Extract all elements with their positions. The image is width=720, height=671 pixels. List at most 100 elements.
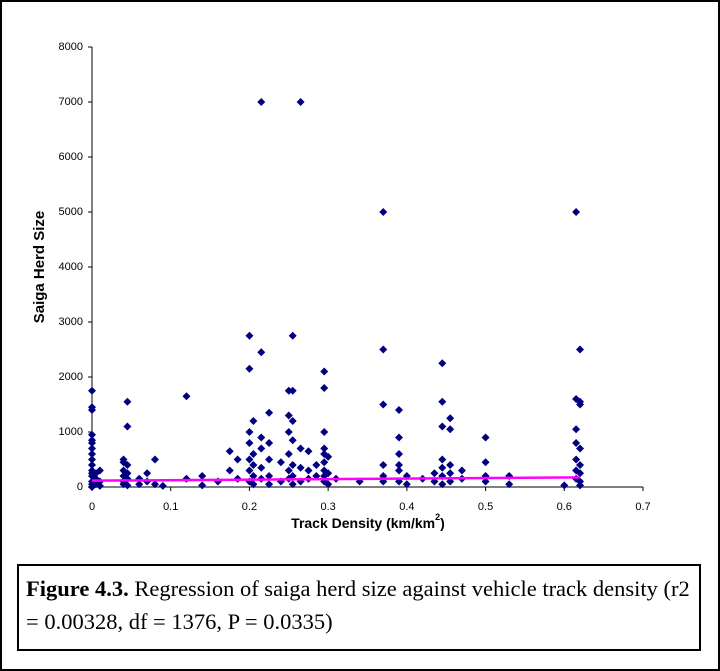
point (288, 472, 297, 480)
point (245, 428, 254, 436)
point (257, 463, 266, 472)
point (576, 400, 585, 409)
point (257, 348, 266, 357)
point (245, 466, 254, 475)
point (288, 386, 297, 395)
point (576, 461, 585, 469)
point (576, 481, 585, 490)
point (324, 469, 333, 478)
point (438, 480, 447, 489)
point (572, 439, 581, 447)
point (438, 359, 447, 368)
point (379, 208, 388, 216)
point (265, 439, 274, 447)
point (320, 444, 329, 453)
point (284, 450, 293, 458)
point (88, 461, 96, 469)
point (576, 469, 585, 478)
y-tick-label: 5000 (59, 206, 83, 218)
point (95, 466, 104, 475)
point (123, 469, 132, 478)
point (150, 480, 159, 489)
point (296, 98, 305, 106)
x-tick-label: 0 (89, 501, 95, 513)
point (296, 444, 305, 453)
point (288, 331, 297, 340)
point (379, 461, 388, 469)
point (257, 433, 266, 442)
point (394, 466, 403, 475)
point (296, 463, 305, 472)
point (225, 466, 234, 475)
x-tick-label: 0.1 (163, 501, 178, 513)
point (394, 406, 403, 414)
point (95, 481, 104, 490)
caption-text: Regression of saiga herd size against ve… (26, 576, 690, 634)
point (88, 455, 96, 464)
caption-box (17, 564, 701, 651)
point (257, 444, 266, 453)
point (257, 98, 266, 106)
point (394, 461, 403, 469)
point (304, 447, 313, 456)
point (430, 469, 439, 478)
point (576, 345, 585, 354)
point (572, 425, 581, 434)
x-axis-label-sup: 2 (435, 512, 440, 522)
point (150, 455, 159, 464)
point (88, 430, 96, 439)
point (198, 481, 207, 490)
point (446, 469, 455, 478)
point (505, 480, 514, 489)
point (249, 450, 258, 458)
point (320, 367, 329, 376)
point (324, 480, 333, 489)
point (284, 466, 293, 475)
x-tick-label: 0.5 (478, 501, 493, 513)
point (182, 392, 191, 401)
point (288, 417, 297, 425)
y-tick-label: 4000 (59, 261, 83, 273)
point (123, 422, 132, 431)
point (438, 422, 447, 431)
point (249, 417, 258, 425)
point (123, 461, 132, 469)
point (481, 458, 490, 467)
point (245, 364, 254, 373)
point (143, 469, 152, 478)
y-tick-label: 1000 (59, 426, 83, 438)
x-tick-label: 0.7 (635, 501, 650, 513)
point (135, 480, 144, 489)
point (276, 458, 285, 467)
point (249, 461, 258, 469)
point (158, 481, 167, 490)
point (394, 433, 403, 442)
point (446, 461, 455, 469)
point (481, 477, 490, 486)
point (88, 386, 96, 395)
point (320, 428, 329, 436)
point (265, 408, 274, 417)
x-tick-label: 0.3 (320, 501, 335, 513)
point (320, 384, 329, 392)
x-tick-label: 0.2 (242, 501, 257, 513)
point (457, 466, 466, 475)
caption-label: Figure 4.3. (26, 576, 129, 601)
point (481, 433, 490, 442)
y-tick-label: 0 (77, 481, 83, 493)
y-tick-label: 3000 (59, 316, 83, 328)
point (560, 481, 569, 490)
point (88, 439, 96, 447)
point (249, 480, 258, 489)
point (312, 461, 321, 469)
point (245, 439, 254, 447)
point (572, 455, 581, 464)
point (198, 472, 207, 480)
y-tick-label: 2000 (59, 371, 83, 383)
point (379, 400, 388, 409)
point (88, 406, 96, 414)
point (249, 472, 258, 480)
point (304, 466, 313, 475)
